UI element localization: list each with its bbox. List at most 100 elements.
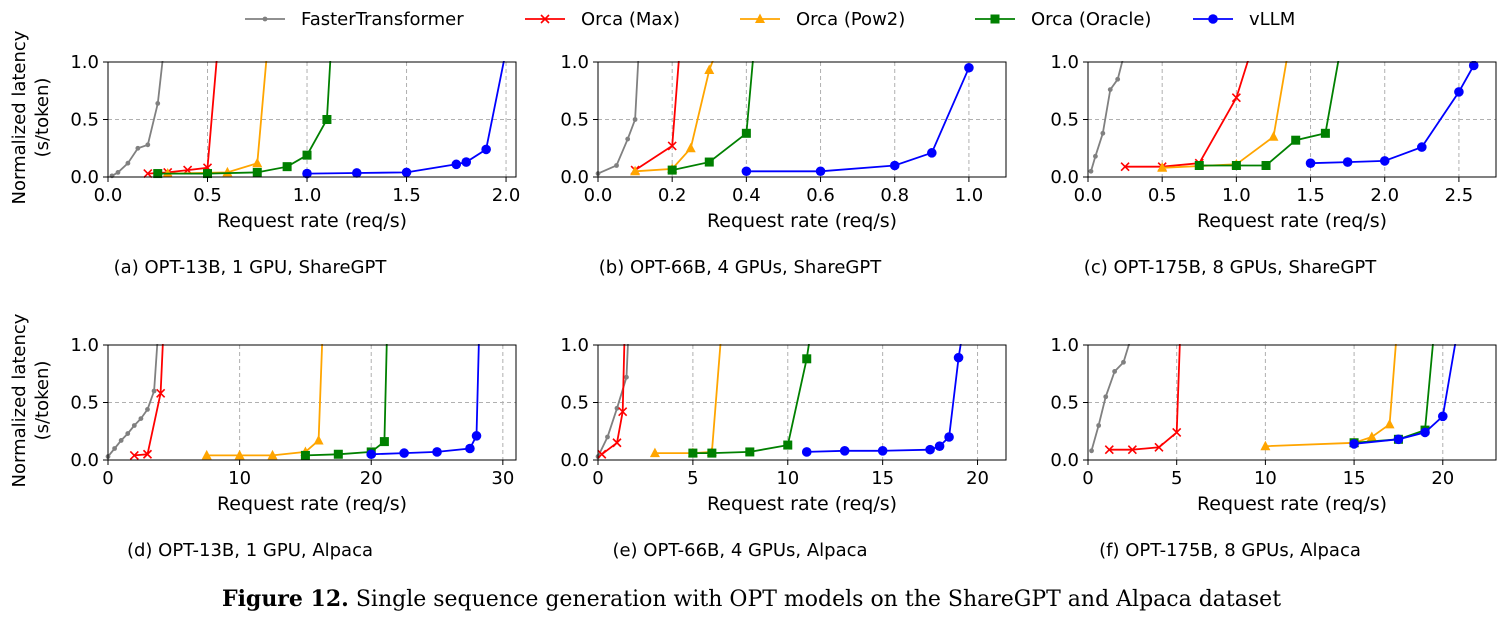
series-orca-pow2 bbox=[1157, 61, 1288, 172]
data-point bbox=[685, 142, 696, 153]
legend-marker-dot bbox=[262, 16, 268, 22]
x-tick-label: 30 bbox=[491, 468, 514, 489]
x-tick-label: 1.0 bbox=[955, 185, 984, 206]
data-point bbox=[1291, 135, 1301, 145]
legend-marker-circle bbox=[1208, 14, 1218, 24]
data-point bbox=[156, 388, 166, 398]
series-orca-max bbox=[597, 344, 628, 459]
data-point bbox=[927, 148, 937, 158]
legend-marker-square bbox=[990, 14, 1000, 24]
data-point bbox=[1231, 93, 1241, 103]
y-tick-label: 0.0 bbox=[70, 167, 99, 188]
data-point bbox=[145, 142, 151, 148]
chart-panel-c: 0.0 0.5 1.0 1.5 2.0 2.5 0.0 0.5 1.0 Request rate … bbox=[980, 0, 1497, 290]
x-tick-label: 10 bbox=[228, 468, 251, 489]
data-point bbox=[399, 448, 409, 458]
data-point bbox=[125, 160, 131, 166]
series-line bbox=[1199, 61, 1340, 167]
data-point bbox=[688, 448, 698, 458]
y-tick-label: 1.0 bbox=[70, 52, 99, 73]
data-point bbox=[153, 169, 163, 179]
y-axis-unit: (s/token) bbox=[32, 78, 53, 158]
series-orca-oracle bbox=[667, 61, 754, 175]
series-orca-pow2 bbox=[162, 61, 268, 178]
series-vllm bbox=[366, 344, 482, 460]
data-point bbox=[333, 449, 343, 459]
x-tick-label: 0.2 bbox=[658, 185, 687, 206]
data-point bbox=[618, 407, 628, 417]
data-point bbox=[465, 443, 475, 454]
figure-caption-text: Single sequence generation with OPT mode… bbox=[348, 587, 1282, 612]
series-fastertransformer bbox=[105, 344, 159, 459]
y-tick-label: 0.0 bbox=[1050, 167, 1079, 188]
legend-label: vLLM bbox=[1249, 9, 1295, 30]
y-axis-unit: (s/token) bbox=[32, 361, 53, 441]
data-point bbox=[142, 449, 153, 459]
data-point bbox=[151, 388, 157, 394]
data-point bbox=[313, 434, 324, 445]
data-point bbox=[964, 62, 974, 73]
series-fastertransformer bbox=[1089, 344, 1131, 454]
grid bbox=[597, 61, 1006, 178]
data-point bbox=[1260, 440, 1271, 451]
series-vllm bbox=[741, 62, 974, 177]
data-point bbox=[129, 450, 139, 460]
data-point bbox=[1305, 158, 1316, 168]
series-vllm bbox=[1349, 344, 1457, 449]
data-point bbox=[1366, 431, 1377, 441]
data-point bbox=[118, 438, 124, 443]
data-point bbox=[614, 405, 620, 411]
data-point bbox=[667, 141, 677, 151]
data-point bbox=[1261, 161, 1271, 170]
panel-caption: (d) OPT-13B, 1 GPU, Alpaca bbox=[126, 540, 374, 561]
data-point bbox=[1342, 157, 1353, 167]
x-tick-label: 2.0 bbox=[492, 185, 521, 206]
series-line bbox=[371, 344, 480, 456]
series-vllm bbox=[801, 344, 964, 457]
data-point bbox=[597, 449, 607, 459]
data-point bbox=[1100, 130, 1106, 136]
series-line bbox=[692, 344, 810, 455]
x-axis-label: Request rate (req/s) bbox=[217, 493, 407, 515]
panel-caption: (a) OPT-13B, 1 GPU, ShareGPT bbox=[113, 257, 387, 278]
data-point bbox=[1437, 411, 1448, 422]
data-point bbox=[1393, 434, 1404, 445]
x-tick-label: 1.0 bbox=[1222, 185, 1251, 206]
data-point bbox=[1103, 394, 1109, 400]
chart-plot-f: 0 5 10 15 20 0.0 0.5 1.0 Request rate (req/s) bbox=[1050, 335, 1497, 515]
data-point bbox=[300, 450, 310, 460]
data-point bbox=[1417, 142, 1427, 152]
data-point bbox=[801, 447, 812, 457]
data-point bbox=[282, 162, 292, 172]
data-point bbox=[112, 446, 117, 451]
data-point bbox=[889, 160, 900, 171]
chart-panel-e: 0 5 10 15 20 0.0 0.5 1.0 Request rate (req/s) (e… bbox=[490, 283, 1007, 573]
data-point bbox=[131, 423, 137, 428]
chart-panel-b: 0.0 0.2 0.4 0.6 0.8 1.0 0.0 0.5 1.0 Request rate … bbox=[490, 0, 1007, 290]
plot-area bbox=[595, 344, 964, 459]
data-point bbox=[612, 438, 622, 448]
series-line bbox=[597, 61, 640, 175]
data-point bbox=[1121, 359, 1126, 365]
x-tick-label: 20 bbox=[966, 468, 989, 489]
x-tick-label: 0.8 bbox=[880, 185, 909, 206]
data-point bbox=[1349, 439, 1359, 449]
data-point bbox=[1089, 448, 1094, 454]
panel-caption: (b) OPT-66B, 4 GPUs, ShareGPT bbox=[598, 257, 882, 278]
x-axis-label: Request rate (req/s) bbox=[707, 210, 897, 232]
y-tick-label: 0.5 bbox=[560, 393, 589, 414]
y-tick-label: 0.5 bbox=[1050, 393, 1079, 414]
data-point bbox=[741, 166, 752, 177]
data-point bbox=[155, 101, 161, 106]
x-axis-label: Request rate (req/s) bbox=[707, 493, 897, 515]
plot-area bbox=[595, 61, 974, 177]
x-tick-label: 20 bbox=[1431, 468, 1454, 489]
x-tick-label: 2.0 bbox=[1370, 185, 1399, 206]
series-orca-max bbox=[129, 344, 166, 460]
data-point bbox=[944, 432, 954, 442]
data-point bbox=[138, 416, 144, 421]
data-point bbox=[1120, 162, 1130, 172]
data-point bbox=[704, 64, 715, 75]
data-point bbox=[1194, 161, 1204, 170]
grid bbox=[597, 344, 1006, 461]
